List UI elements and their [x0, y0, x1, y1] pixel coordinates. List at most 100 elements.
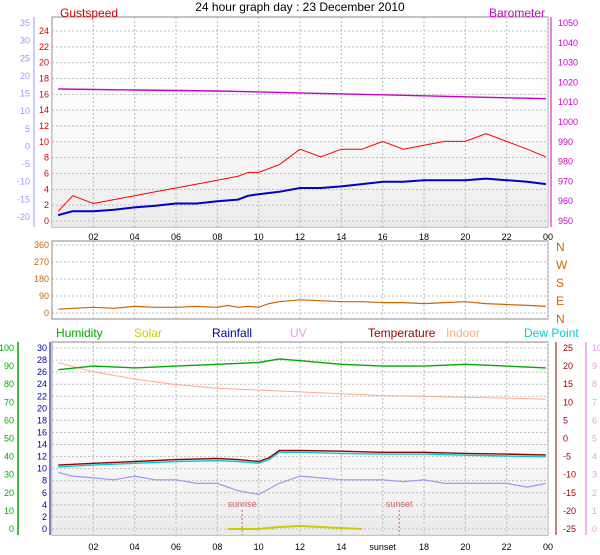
gust-tick-label: 0 — [44, 216, 49, 226]
x-tick-label: 22 — [502, 232, 512, 242]
humidity-tick-label: 70 — [4, 397, 14, 407]
x-tick-label: 04 — [130, 542, 140, 552]
rain-tick-label: 14 — [37, 440, 47, 450]
gust-tick-label: 8 — [44, 153, 49, 163]
baro-tick-label: 1000 — [558, 117, 578, 127]
apparent-line — [58, 471, 547, 496]
baro-tick-label: 1040 — [558, 38, 578, 48]
gust-tick-label: 14 — [39, 105, 49, 115]
humidity-tick-label: 10 — [4, 506, 14, 516]
gust-tick-label: 10 — [39, 137, 49, 147]
temp-tick-label: 25 — [563, 343, 573, 353]
x-tick-label: 08 — [212, 232, 222, 242]
gust-tick-label: 24 — [39, 26, 49, 36]
temp-outer-tick-label: 10 — [20, 106, 30, 116]
temp-outer-tick-label: 35 — [20, 18, 30, 28]
x-tick-label: 06 — [171, 232, 181, 242]
indoor-line — [58, 362, 546, 400]
legend-item: Humidity — [56, 326, 103, 340]
uv-tick-label: 3 — [592, 470, 597, 480]
direction-tick-label: 360 — [34, 240, 49, 250]
x-tick-label: 20 — [460, 232, 470, 242]
legend-item: Temperature — [368, 326, 436, 340]
baro-tick-label: 1030 — [558, 58, 578, 68]
x-tick-label: 10 — [254, 542, 264, 552]
uv-tick-label: 6 — [592, 415, 597, 425]
temperature-series: sunrise sunset — [58, 358, 547, 535]
rain-tick-label: 2 — [42, 512, 47, 522]
windspeed-line — [57, 177, 547, 217]
sunrise-label: sunrise — [228, 499, 257, 509]
rain-tick-label: 20 — [37, 403, 47, 413]
gust-axis-label: Gustspeed — [60, 6, 118, 20]
barometer-line — [58, 88, 546, 100]
temp-outer-tick-label: -5 — [22, 159, 30, 169]
temp-outer-tick-label: -15 — [17, 194, 30, 204]
rain-tick-label: 8 — [42, 476, 47, 486]
temperature-panel: Humidity Solar Rainfall UV Temperature Indoor… — [0, 326, 600, 552]
compass-tick-label: E — [556, 294, 564, 308]
gust-tick-label: 18 — [39, 74, 49, 84]
gust-tick-label: 16 — [39, 89, 49, 99]
rain-tick-label: 4 — [42, 500, 47, 510]
x-tick-label: 06 — [171, 542, 181, 552]
temperature-line — [58, 449, 546, 466]
legend-item: Solar — [134, 326, 162, 340]
x-tick-label: 04 — [130, 232, 140, 242]
x-tick-label: 22 — [502, 542, 512, 552]
rain-tick-label: 6 — [42, 488, 47, 498]
gust-tick-label: 12 — [39, 121, 49, 131]
temp-tick-label: -15 — [563, 488, 576, 498]
temp-tick-label: -25 — [563, 524, 576, 534]
baro-tick-label: 960 — [558, 196, 573, 206]
temp-tick-label: 20 — [563, 361, 573, 371]
x-tick-label: 10 — [254, 232, 264, 242]
humidity-tick-label: 60 — [4, 415, 14, 425]
temp-tick-label: 5 — [563, 415, 568, 425]
x-tick-label: 02 — [88, 542, 98, 552]
uv-tick-label: 7 — [592, 397, 597, 407]
dewpoint-line — [58, 451, 546, 468]
rain-tick-label: 24 — [37, 379, 47, 389]
gust-tick-label: 22 — [39, 42, 49, 52]
rain-tick-label: 0 — [42, 524, 47, 534]
temp-outer-tick-label: 15 — [20, 89, 30, 99]
x-tick-label: 00 — [543, 232, 553, 242]
baro-tick-label: 1050 — [558, 18, 578, 28]
temp-outer-tick-label: 5 — [25, 124, 30, 134]
humidity-tick-label: 100 — [0, 343, 14, 353]
temp-outer-tick-label: 25 — [20, 53, 30, 63]
temperature-tick-labels: 1009080706050403020100302826242220181614… — [0, 342, 600, 552]
rain-tick-label: 10 — [37, 464, 47, 474]
baro-axis-label: Barometer — [489, 6, 545, 20]
legend-item: UV — [290, 326, 307, 340]
wind-series — [57, 88, 547, 217]
rain-tick-label: 30 — [37, 343, 47, 353]
baro-tick-label: 1010 — [558, 97, 578, 107]
wind-tick-labels: 24222018161412108642035302520151050-5-10… — [17, 17, 578, 242]
x-tick-label: 12 — [295, 542, 305, 552]
x-tick-label: sunset — [369, 542, 396, 552]
humidity-tick-label: 20 — [4, 488, 14, 498]
x-tick-label: 12 — [295, 232, 305, 242]
temp-outer-tick-label: 30 — [20, 36, 30, 46]
uv-tick-label: 1 — [592, 506, 597, 516]
compass-tick-label: W — [556, 258, 568, 272]
direction-tick-label: 180 — [34, 274, 49, 284]
uv-tick-label: 10 — [592, 343, 600, 353]
baro-tick-label: 950 — [558, 216, 573, 226]
x-tick-label: 08 — [212, 542, 222, 552]
baro-tick-label: 980 — [558, 157, 573, 167]
baro-tick-label: 1020 — [558, 77, 578, 87]
page-title: 24 hour graph day : 23 December 2010 — [195, 0, 405, 14]
legend-item: Indoor — [446, 326, 480, 340]
temp-tick-label: -10 — [563, 470, 576, 480]
wind-panel: Gustspeed Barometer 24222018161412108642… — [17, 6, 578, 242]
temp-outer-tick-label: -20 — [17, 212, 30, 222]
uv-tick-label: 4 — [592, 452, 597, 462]
x-tick-label: 14 — [336, 542, 346, 552]
baro-tick-label: 990 — [558, 137, 573, 147]
humidity-tick-label: 30 — [4, 470, 14, 480]
rain-tick-label: 28 — [37, 355, 47, 365]
